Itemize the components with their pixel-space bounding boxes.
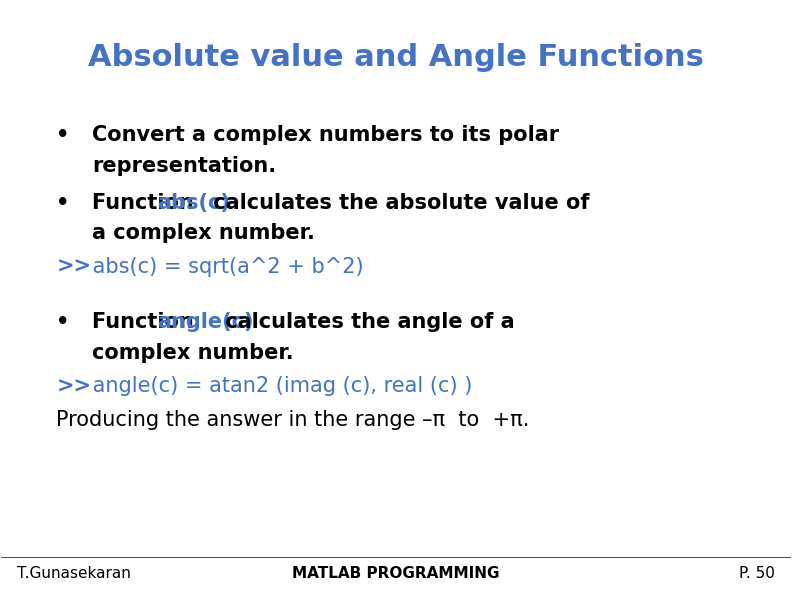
Text: a complex number.: a complex number. [92,223,314,244]
Text: MATLAB PROGRAMMING: MATLAB PROGRAMMING [292,566,500,581]
Text: P. 50: P. 50 [739,566,775,581]
Text: Producing the answer in the range –π  to  +π.: Producing the answer in the range –π to … [56,410,530,430]
Text: Absolute value and Angle Functions: Absolute value and Angle Functions [88,43,704,72]
Text: •: • [56,125,70,146]
Text: Convert a complex numbers to its polar: Convert a complex numbers to its polar [92,125,559,146]
Text: angle(c): angle(c) [158,312,254,332]
Text: calculates the absolute value of: calculates the absolute value of [207,193,590,213]
Text: Function: Function [92,312,201,332]
Text: angle(c) = atan2 (imag (c), real (c) ): angle(c) = atan2 (imag (c), real (c) ) [86,376,473,397]
Text: abs(c): abs(c) [158,193,230,213]
Text: •: • [56,312,70,332]
Text: •: • [56,193,70,213]
Text: T.Gunasekaran: T.Gunasekaran [17,566,131,581]
Text: calculates the angle of a: calculates the angle of a [219,312,515,332]
Text: abs(c) = sqrt(a^2 + b^2): abs(c) = sqrt(a^2 + b^2) [86,257,364,277]
Text: representation.: representation. [92,156,276,176]
Text: >>: >> [56,257,91,277]
Text: complex number.: complex number. [92,343,294,363]
Text: >>: >> [56,376,91,397]
Text: Function: Function [92,193,201,213]
